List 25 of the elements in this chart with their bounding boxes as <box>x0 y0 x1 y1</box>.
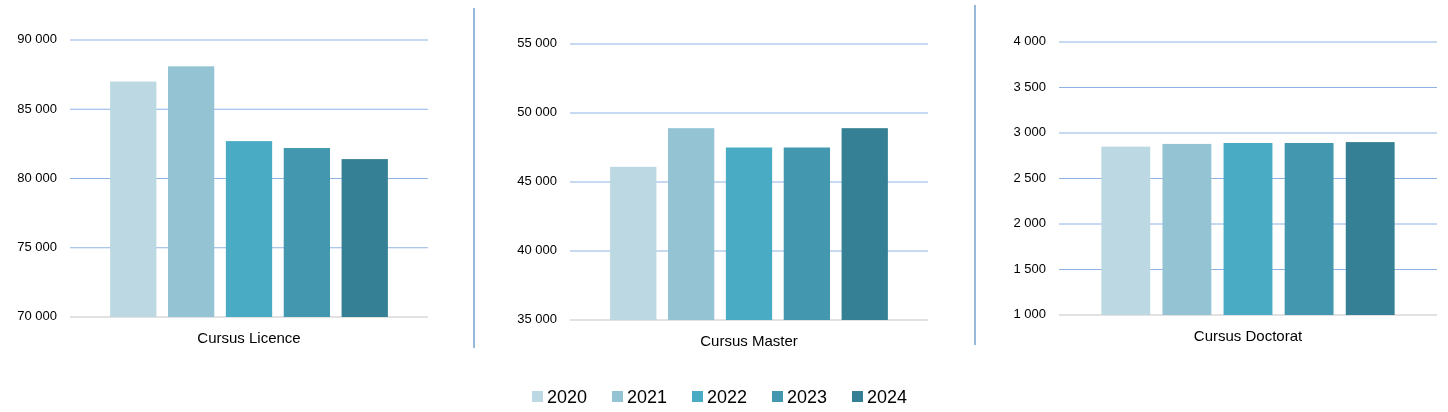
x-tick-label: Cursus Licence <box>197 329 301 346</box>
y-tick-label: 2 000 <box>1013 215 1046 231</box>
legend-label: 2023 <box>787 386 828 407</box>
y-tick-label: 1 500 <box>1013 260 1046 276</box>
legend-label: 2024 <box>867 386 908 407</box>
y-tick-label: 4 000 <box>1013 33 1046 49</box>
x-tick-label: Cursus Master <box>700 332 798 349</box>
y-tick-label: 50 000 <box>517 104 557 120</box>
y-tick-label: 3 500 <box>1013 78 1046 94</box>
y-tick-label: 1 000 <box>1013 306 1046 322</box>
y-tick-label: 2 500 <box>1013 169 1046 185</box>
y-tick-label: 90 000 <box>17 31 57 47</box>
y-tick-label: 35 000 <box>517 311 557 327</box>
legend-label: 2021 <box>627 386 668 407</box>
legend-label: 2022 <box>707 386 748 407</box>
y-tick-label: 55 000 <box>517 35 557 51</box>
y-tick-label: 45 000 <box>517 173 557 189</box>
y-tick-label: 70 000 <box>17 308 57 324</box>
y-tick-label: 80 000 <box>17 169 57 185</box>
y-tick-label: 40 000 <box>517 242 557 258</box>
y-tick-label: 3 000 <box>1013 124 1046 140</box>
y-tick-label: 75 000 <box>17 239 57 255</box>
legend-label: 2020 <box>547 386 588 407</box>
x-tick-label: Cursus Doctorat <box>1193 327 1304 344</box>
y-tick-label: 85 000 <box>17 100 57 116</box>
